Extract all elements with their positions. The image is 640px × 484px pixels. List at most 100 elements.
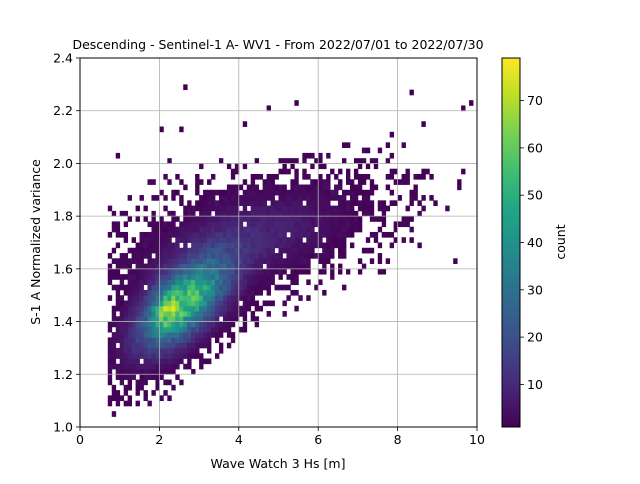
histogram-cell: [214, 311, 220, 317]
histogram-cell: [226, 321, 232, 328]
histogram-cell: [234, 195, 240, 201]
histogram-cell: [298, 242, 303, 249]
histogram-cell: [159, 221, 164, 228]
histogram-cell: [222, 258, 228, 264]
histogram-cell: [282, 231, 287, 238]
histogram-cell: [123, 300, 129, 307]
histogram-cell: [286, 237, 291, 243]
histogram-cell: [143, 342, 148, 349]
histogram-cell: [119, 321, 125, 328]
histogram-cell: [199, 358, 204, 365]
histogram-cell: [218, 274, 224, 280]
histogram-cell: [163, 221, 168, 228]
histogram-cell: [258, 231, 264, 238]
histogram-cell: [175, 305, 180, 312]
histogram-cell: [175, 279, 180, 286]
histogram-cell: [310, 210, 315, 217]
histogram-cell: [195, 347, 200, 354]
histogram-cell: [139, 268, 144, 275]
histogram-cell: [409, 200, 414, 206]
histogram-cell: [222, 210, 228, 217]
histogram-cell: [254, 263, 260, 270]
histogram-cell: [421, 205, 426, 212]
histogram-cell: [207, 226, 212, 233]
histogram-cell: [258, 221, 264, 228]
histogram-cell: [163, 295, 168, 301]
histogram-cell: [222, 326, 228, 333]
histogram-cell: [123, 337, 129, 344]
histogram-cell: [175, 284, 180, 291]
histogram-cell: [207, 284, 212, 291]
histogram-cell: [246, 200, 252, 206]
histogram-cell: [155, 321, 160, 328]
histogram-cell: [159, 305, 164, 312]
histogram-cell: [238, 231, 244, 238]
histogram-cell: [187, 274, 192, 280]
histogram-cell: [314, 179, 319, 185]
histogram-cell: [286, 274, 291, 280]
histogram-cell: [119, 374, 125, 380]
histogram-cell: [254, 305, 260, 312]
histogram-cell: [278, 237, 283, 243]
histogram-cell: [306, 231, 311, 238]
histogram-cell: [409, 226, 414, 233]
histogram-cell: [330, 210, 335, 217]
histogram-cell: [334, 237, 339, 243]
histogram-cell: [123, 289, 129, 296]
histogram-cell: [183, 84, 188, 91]
histogram-cell: [163, 237, 168, 243]
histogram-cell: [191, 284, 196, 291]
histogram-cell: [195, 279, 200, 286]
histogram-cell: [179, 274, 184, 280]
histogram-cell: [306, 242, 311, 249]
histogram-cell: [199, 179, 204, 185]
histogram-cell: [199, 253, 204, 259]
histogram-cell: [163, 332, 168, 338]
histogram-cell: [330, 231, 335, 238]
histogram-cell: [135, 274, 140, 280]
histogram-cell: [147, 237, 152, 243]
histogram-cell: [199, 221, 204, 228]
histogram-cell: [159, 347, 164, 354]
histogram-cell: [290, 242, 295, 249]
histogram-cell: [266, 195, 271, 201]
histogram-cell: [119, 369, 125, 375]
histogram-cell: [207, 221, 212, 228]
histogram-cell: [405, 168, 410, 175]
histogram-cell: [207, 205, 212, 212]
histogram-cell: [127, 258, 133, 264]
histogram-cell: [345, 216, 351, 222]
histogram-cell: [222, 231, 228, 238]
histogram-cell: [318, 226, 323, 233]
histogram-cell: [159, 226, 164, 233]
histogram-cell: [266, 205, 271, 212]
histogram-cell: [107, 347, 113, 354]
histogram-cell: [175, 173, 180, 180]
histogram-cell: [314, 210, 319, 217]
histogram-cell: [342, 242, 347, 249]
histogram-cell: [151, 258, 156, 264]
histogram-cell: [282, 189, 287, 196]
histogram-cell: [369, 205, 375, 212]
histogram-cell: [199, 231, 204, 238]
histogram-cell: [290, 253, 295, 259]
histogram-cell: [353, 173, 359, 180]
histogram-cell: [413, 195, 418, 201]
histogram-cell: [226, 263, 232, 270]
colorbar: [502, 58, 520, 427]
histogram-cell: [294, 289, 299, 296]
histogram-cell: [222, 268, 228, 275]
histogram-cell: [334, 226, 339, 233]
histogram-cell: [282, 237, 287, 243]
histogram-cell: [469, 100, 474, 106]
histogram-cell: [203, 300, 208, 307]
histogram-cell: [207, 210, 212, 217]
histogram-cell: [246, 195, 252, 201]
histogram-cell: [107, 268, 113, 275]
histogram-cell: [214, 305, 220, 312]
histogram-cell: [139, 231, 144, 238]
histogram-cell: [258, 216, 264, 222]
histogram-cell: [207, 195, 212, 201]
histogram-cell: [405, 173, 410, 180]
histogram-cell: [183, 231, 188, 238]
